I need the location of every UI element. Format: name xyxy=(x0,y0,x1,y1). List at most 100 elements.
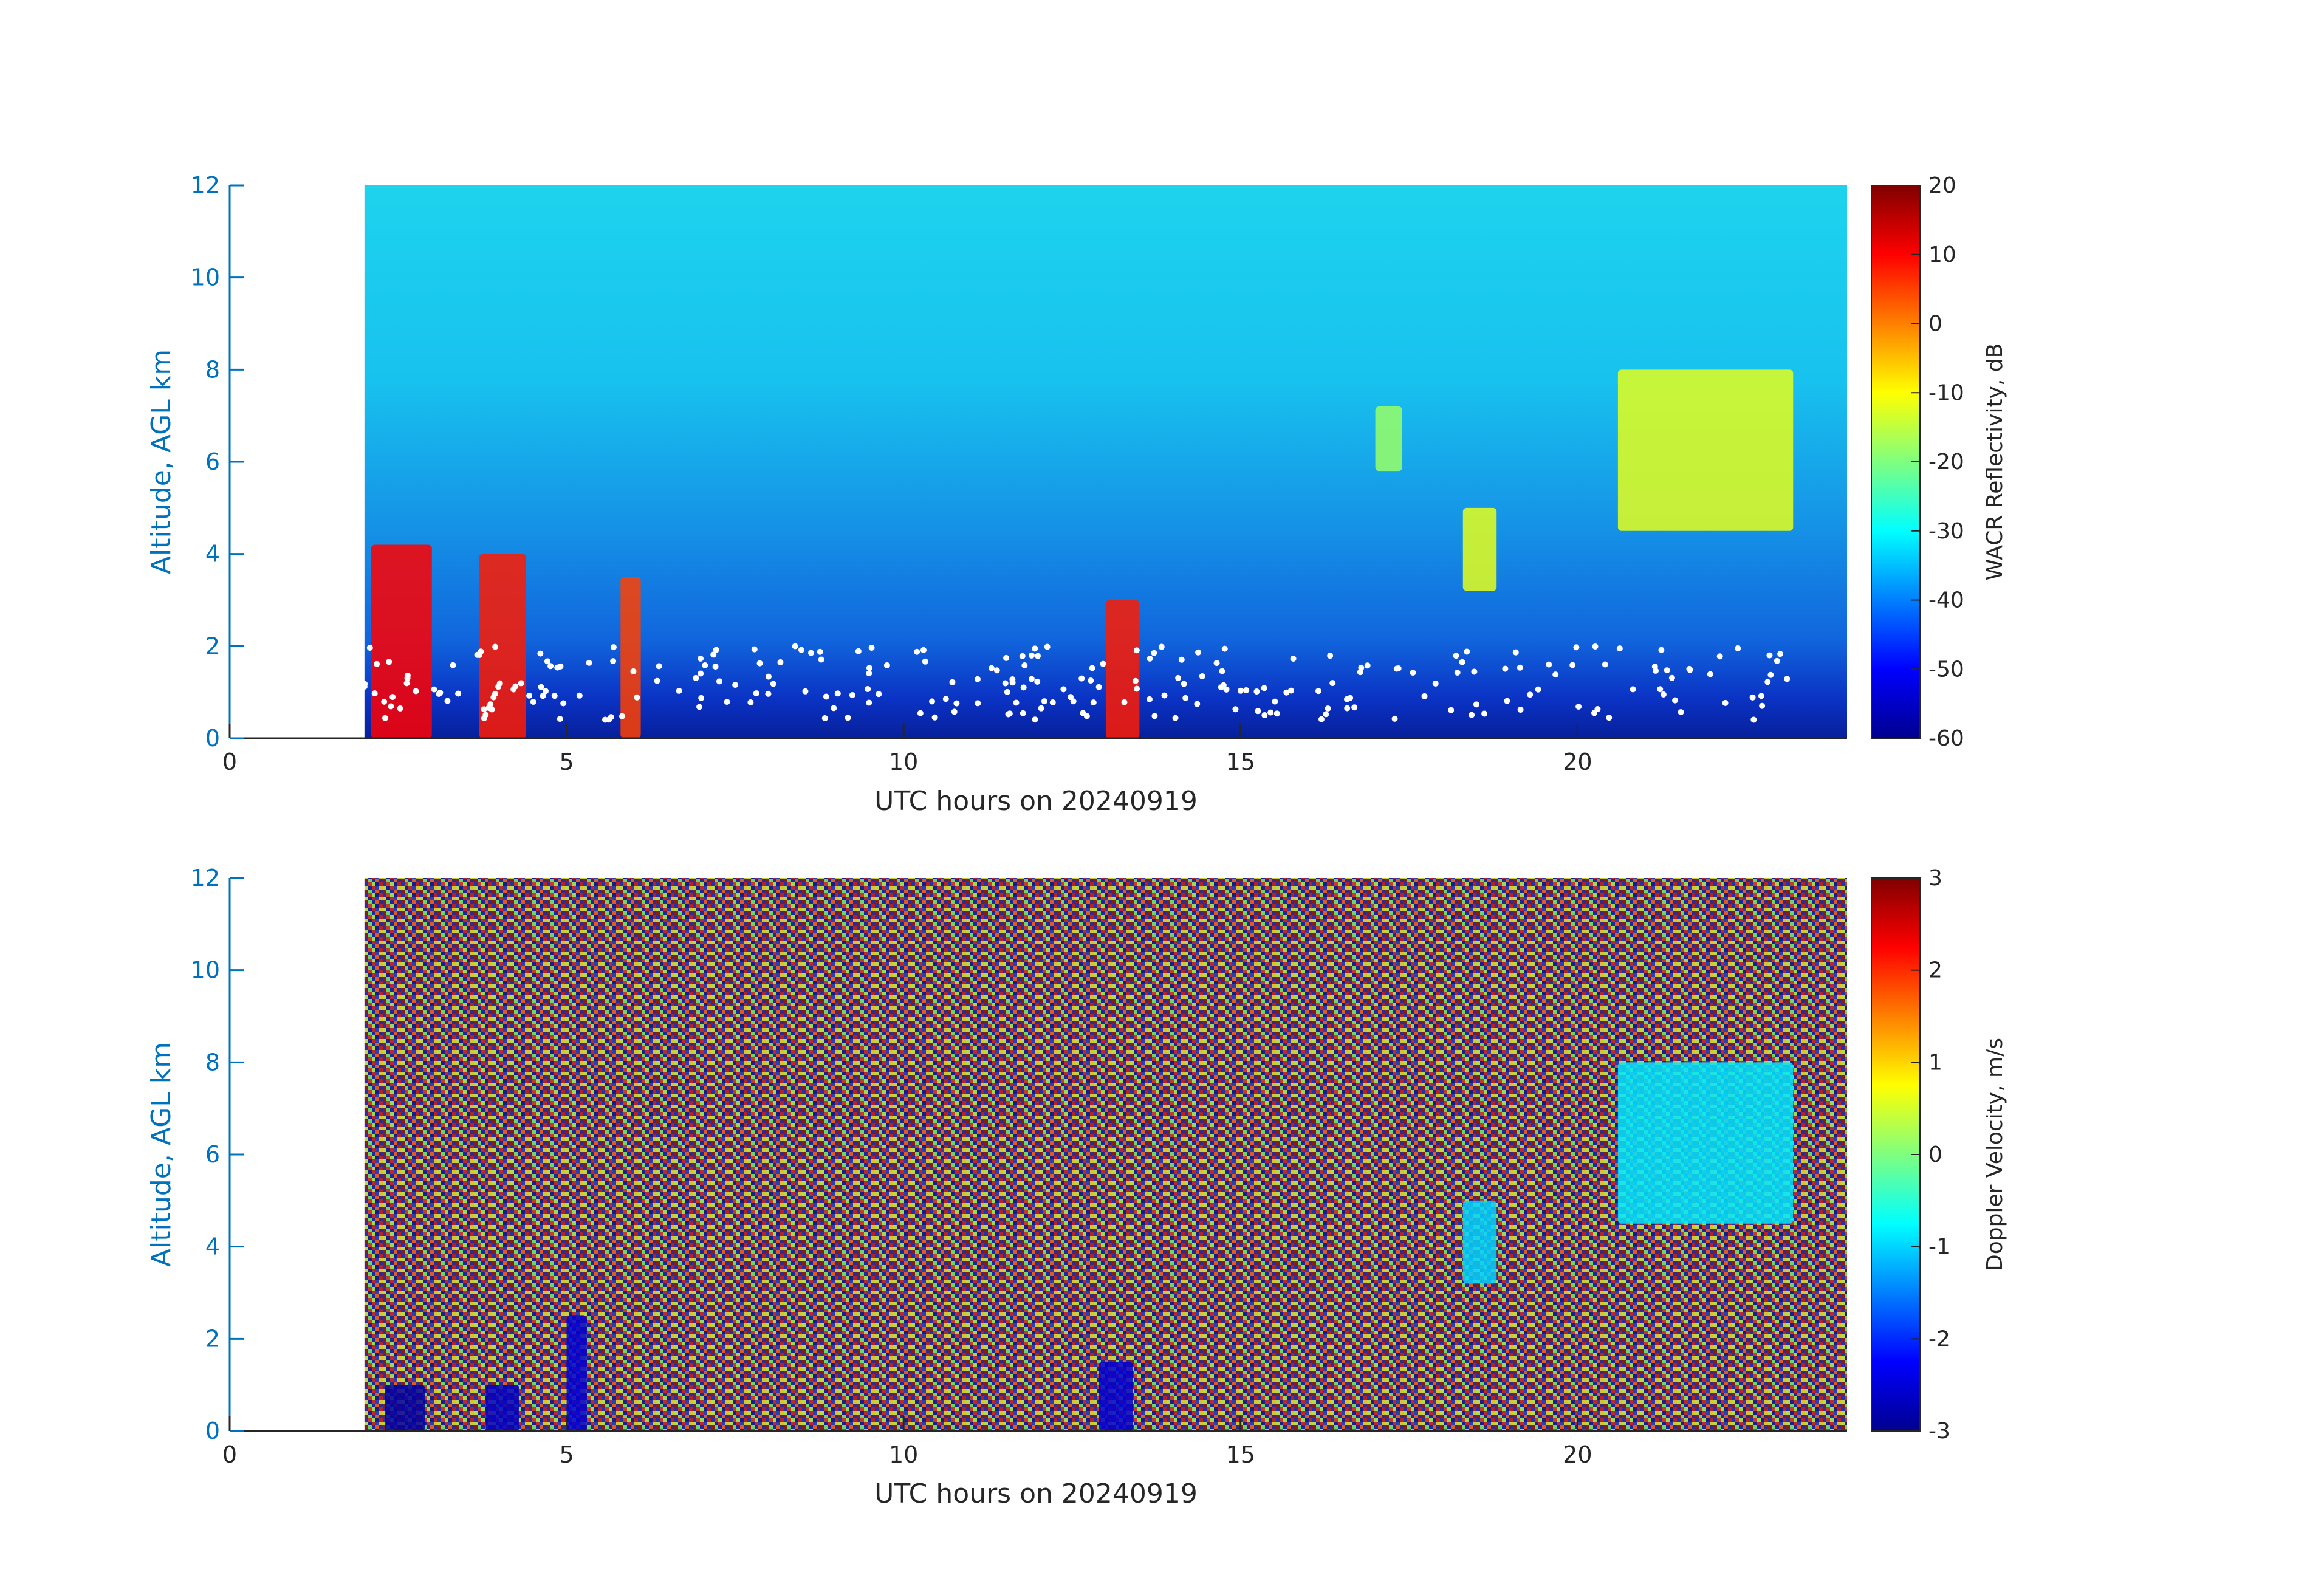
feature-3 xyxy=(1105,600,1140,738)
cloud-base-dot xyxy=(1006,710,1013,717)
feature-1 xyxy=(485,1385,519,1431)
cloud-base-dot xyxy=(1175,674,1182,681)
cloud-base-dot xyxy=(1766,652,1773,659)
cloud-base-dot xyxy=(1329,680,1336,687)
cloud-base-dot xyxy=(1552,671,1559,678)
cloud-base-dot xyxy=(765,673,772,680)
cloud-base-dot xyxy=(1315,688,1321,695)
cloud-base-dot xyxy=(949,679,956,685)
cloud-base-dot xyxy=(1758,693,1764,699)
cloud-base-dot xyxy=(698,695,705,701)
cloud-base-dot xyxy=(455,690,462,697)
cloud-base-dot xyxy=(751,646,758,653)
cloud-base-dot xyxy=(397,705,403,712)
cloud-base-dot xyxy=(1283,689,1290,696)
cloud-base-dot xyxy=(538,684,544,690)
cloud-base-dot xyxy=(1238,687,1244,694)
cloud-base-dot xyxy=(1358,664,1365,671)
cloud-base-dot xyxy=(1232,706,1239,713)
cloud-base-dot xyxy=(1151,713,1158,719)
cloud-base-dot xyxy=(1716,653,1723,660)
y-tick-label: 8 xyxy=(205,1049,220,1075)
cloud-base-dot xyxy=(492,643,499,650)
cloud-base-dot xyxy=(1100,660,1106,667)
cloud-base-dot xyxy=(512,683,519,690)
cloud-base-dot xyxy=(1133,647,1140,654)
cloud-base-dot xyxy=(1080,710,1086,716)
cloud-base-dot xyxy=(1767,671,1774,678)
x-tick-label: 5 xyxy=(559,749,574,775)
cloud-base-dot xyxy=(1020,710,1026,716)
cloud-base-dot xyxy=(1287,687,1294,694)
y-tick-label: 6 xyxy=(205,448,220,475)
cloud-base-dot xyxy=(1657,686,1664,693)
colorbar-tick-label: -20 xyxy=(1928,450,1964,475)
cloud-base-dot xyxy=(1592,643,1599,650)
cloud-base-dot xyxy=(1199,673,1205,680)
cloud-base-dot xyxy=(1273,710,1280,717)
cloud-base-dot xyxy=(1134,685,1140,692)
cloud-base-dot xyxy=(1351,704,1358,711)
reflectivity-panel: 0 5 10 15 20 0 2 4 6 8 10 12 UTC hours on 20240919… xyxy=(146,172,2007,817)
doppler-colorbar-label: Doppler Velocity, m/s xyxy=(1983,1038,2007,1271)
cloud-base-dot xyxy=(974,676,981,682)
cloud-base-dot xyxy=(1038,705,1044,712)
cloud-base-dot xyxy=(444,698,451,704)
cloud-base-dot xyxy=(1253,688,1260,695)
cloud-base-dot xyxy=(404,675,411,682)
cloud-base-dot xyxy=(834,690,841,697)
cloud-base-dot xyxy=(1151,650,1157,656)
cloud-base-dot xyxy=(481,706,487,713)
cloud-base-dot xyxy=(1161,692,1168,699)
cloud-base-dot xyxy=(1243,687,1250,693)
cloud-base-dot xyxy=(1261,685,1267,691)
y-tick-label: 12 xyxy=(191,865,220,891)
cloud-base-dot xyxy=(1391,715,1398,722)
doppler-x-ticks: 0 5 10 15 20 xyxy=(222,1416,1592,1468)
colorbar-tick-label: 2 xyxy=(1928,958,1942,983)
colorbar-tick-label: -60 xyxy=(1928,726,1964,751)
cloud-base-dot xyxy=(1616,645,1623,652)
x-tick-label: 0 xyxy=(222,749,237,775)
y-tick-label: 4 xyxy=(205,1233,220,1260)
cloud-base-dot xyxy=(1325,705,1331,712)
cloud-base-dot xyxy=(1070,698,1077,705)
cloud-base-dot xyxy=(765,690,772,697)
colorbar-tick-label: -1 xyxy=(1928,1235,1950,1260)
cloud-base-dot xyxy=(654,677,660,684)
cloud-base-dot xyxy=(542,688,549,695)
cloud-base-dot xyxy=(560,700,567,707)
x-tick-label: 10 xyxy=(889,1441,918,1468)
cloud-base-dot xyxy=(366,644,373,651)
cloud-base-dot xyxy=(1013,699,1020,706)
cloud-base-dot xyxy=(1020,684,1027,691)
cloud-base-dot xyxy=(753,690,759,697)
cloud-base-dot xyxy=(868,645,875,651)
y-tick-label: 2 xyxy=(205,633,220,659)
cloud-base-dot xyxy=(914,648,920,655)
cloud-base-dot xyxy=(1158,643,1165,650)
colorbar-tick-label: -50 xyxy=(1928,657,1964,682)
cloud-base-dot xyxy=(610,644,617,651)
cloud-base-dot xyxy=(1049,699,1056,706)
y-tick-label: 0 xyxy=(205,725,220,752)
cloud-base-dot xyxy=(1172,715,1179,721)
cloud-base-dot xyxy=(732,682,739,688)
x-tick-label: 20 xyxy=(1563,749,1592,775)
cloud-base-dot xyxy=(1290,656,1297,662)
cloud-base-dot xyxy=(866,665,872,671)
doppler-x-axis-label: UTC hours on 20240919 xyxy=(874,1478,1198,1509)
cloud-base-dot xyxy=(482,712,489,718)
doppler-y-ticks: 0 2 4 6 8 10 12 xyxy=(191,865,244,1444)
x-tick-label: 10 xyxy=(889,749,918,775)
cloud-base-dot xyxy=(1182,695,1189,701)
cloud-base-dot xyxy=(917,710,924,716)
colorbar-tick-label: 20 xyxy=(1928,173,1956,198)
colorbar-tick-label: -10 xyxy=(1928,380,1964,405)
cloud-base-dot xyxy=(1028,676,1035,682)
cloud-base-dot xyxy=(1272,698,1278,705)
cloud-base-dot xyxy=(1432,680,1439,687)
cloud-base-dot xyxy=(1089,665,1095,671)
